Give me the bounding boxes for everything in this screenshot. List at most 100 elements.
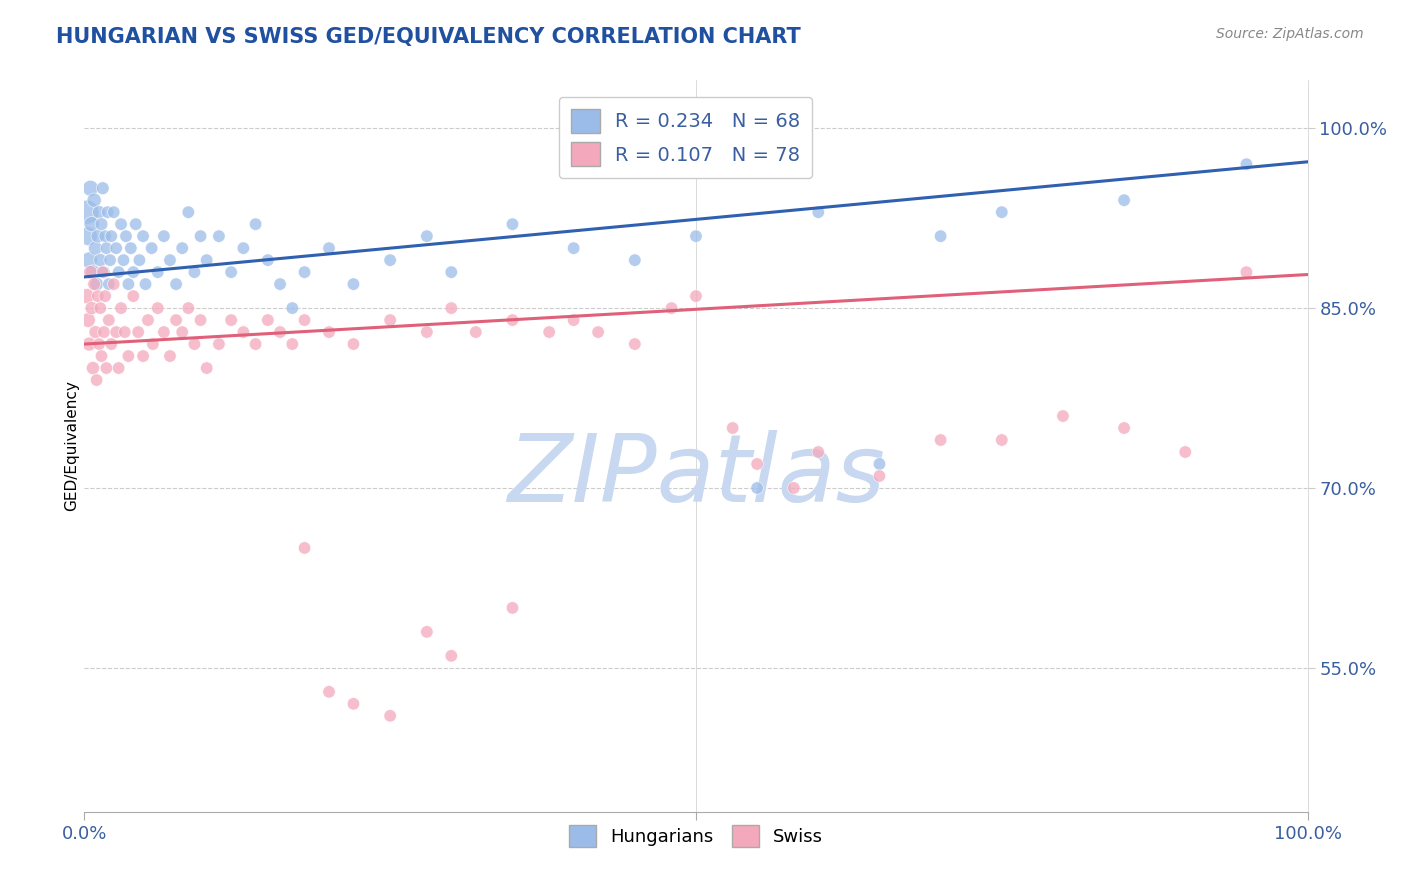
Point	[146, 265, 169, 279]
Point	[132, 349, 155, 363]
Point	[929, 229, 952, 244]
Point	[132, 229, 155, 244]
Point	[562, 241, 585, 255]
Point	[269, 277, 291, 292]
Point	[84, 241, 107, 255]
Point	[380, 313, 402, 327]
Point	[183, 337, 205, 351]
Point	[87, 205, 110, 219]
Point	[114, 325, 136, 339]
Point	[257, 253, 280, 268]
Point	[83, 193, 105, 207]
Point	[342, 337, 364, 351]
Point	[77, 253, 100, 268]
Point	[115, 229, 138, 244]
Point	[96, 361, 118, 376]
Text: Source: ZipAtlas.com: Source: ZipAtlas.com	[1216, 27, 1364, 41]
Point	[869, 469, 891, 483]
Point	[685, 229, 707, 244]
Point	[747, 481, 769, 495]
Point	[190, 229, 212, 244]
Point	[146, 301, 169, 315]
Point	[807, 445, 830, 459]
Point	[87, 289, 110, 303]
Point	[105, 241, 128, 255]
Point	[685, 289, 707, 303]
Text: HUNGARIAN VS SWISS GED/EQUIVALENCY CORRELATION CHART: HUNGARIAN VS SWISS GED/EQUIVALENCY CORRE…	[56, 27, 801, 46]
Point	[538, 325, 561, 339]
Point	[77, 337, 100, 351]
Point	[416, 229, 439, 244]
Point	[159, 253, 181, 268]
Point	[94, 229, 117, 244]
Point	[79, 181, 101, 195]
Point	[208, 337, 231, 351]
Point	[1114, 421, 1136, 435]
Point	[807, 205, 830, 219]
Point	[110, 217, 132, 231]
Point	[783, 481, 806, 495]
Point	[82, 361, 104, 376]
Point	[122, 265, 145, 279]
Point	[103, 205, 125, 219]
Point	[112, 253, 135, 268]
Point	[190, 313, 212, 327]
Text: ZIPatlas: ZIPatlas	[508, 430, 884, 521]
Point	[294, 313, 316, 327]
Point	[177, 301, 200, 315]
Point	[97, 277, 120, 292]
Point	[117, 277, 139, 292]
Point	[94, 289, 117, 303]
Point	[342, 277, 364, 292]
Point	[219, 313, 242, 327]
Point	[245, 217, 267, 231]
Point	[245, 337, 267, 351]
Point	[86, 277, 108, 292]
Point	[86, 373, 108, 387]
Point	[318, 325, 340, 339]
Point	[502, 217, 524, 231]
Point	[89, 301, 111, 315]
Point	[1052, 409, 1074, 423]
Point	[100, 229, 122, 244]
Point	[136, 313, 159, 327]
Point	[117, 349, 139, 363]
Point	[98, 253, 121, 268]
Point	[380, 708, 402, 723]
Point	[90, 217, 112, 231]
Point	[89, 253, 111, 268]
Point	[93, 325, 115, 339]
Point	[79, 265, 101, 279]
Point	[440, 265, 463, 279]
Point	[107, 265, 129, 279]
Point	[125, 217, 148, 231]
Point	[342, 697, 364, 711]
Point	[208, 229, 231, 244]
Point	[128, 253, 150, 268]
Point	[177, 205, 200, 219]
Point	[1236, 157, 1258, 171]
Point	[624, 337, 647, 351]
Point	[991, 205, 1014, 219]
Point	[416, 325, 439, 339]
Point	[76, 205, 98, 219]
Point	[586, 325, 609, 339]
Point	[380, 253, 402, 268]
Point	[440, 648, 463, 663]
Point	[82, 265, 104, 279]
Point	[464, 325, 486, 339]
Point	[80, 217, 103, 231]
Point	[929, 433, 952, 447]
Point	[127, 325, 149, 339]
Point	[562, 313, 585, 327]
Point	[1174, 445, 1197, 459]
Point	[165, 313, 187, 327]
Point	[100, 337, 122, 351]
Point	[120, 241, 142, 255]
Point	[84, 325, 107, 339]
Point	[183, 265, 205, 279]
Point	[91, 181, 114, 195]
Point	[624, 253, 647, 268]
Point	[269, 325, 291, 339]
Point	[172, 241, 194, 255]
